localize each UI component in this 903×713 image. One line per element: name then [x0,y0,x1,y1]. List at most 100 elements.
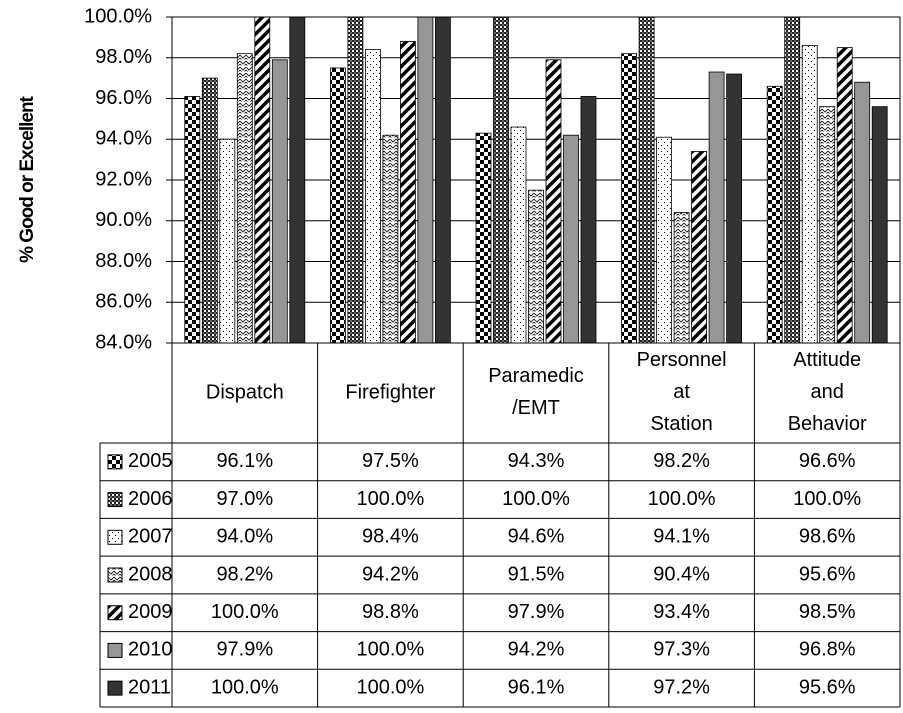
table-cell: 95.6% [799,676,856,698]
bar [219,138,236,344]
legend-swatch [107,642,123,658]
y-tick-label: 92.0% [95,168,152,190]
x-tick-label: Paramedic/EMT [488,365,584,419]
table-cell: 94.3% [508,450,565,472]
table-cell: 94.2% [362,563,419,585]
bar [691,151,707,344]
y-tick-label: 96.0% [95,87,152,109]
bar [708,71,725,344]
x-tick-label: Attitude and Behavior [788,349,867,435]
table-cell: 100.0% [211,676,279,698]
table-cell: 94.1% [653,526,710,548]
y-tick-label: 88.0% [95,250,152,272]
bar [726,73,742,344]
table-cell: 94.0% [216,526,273,548]
bar [329,67,346,344]
bar [271,59,288,344]
bar [254,16,271,344]
bar [289,16,306,344]
y-tick-label: 84.0% [95,331,152,353]
bar [580,96,597,344]
legend-label: 2010 [128,639,173,661]
legend-swatch [107,567,123,583]
legend-swatch [107,680,123,696]
bar [871,106,888,344]
y-tick-label: 86.0% [95,291,152,313]
table-cell: 97.2% [653,676,710,698]
bar [528,189,544,344]
x-tick-label: Personnel at Station [637,349,727,435]
y-tick-label: 90.0% [95,209,152,231]
bar [656,136,672,344]
legend-label: 2009 [128,601,173,623]
table-cell: 98.2% [216,563,273,585]
table-cell: 97.9% [216,639,273,661]
table-cell: 100.0% [502,488,570,510]
bar [417,16,434,344]
legend-label: 2007 [128,526,173,548]
bar [236,53,253,344]
legend-swatch [107,605,123,621]
table-cell: 97.0% [216,488,273,510]
bar [184,96,201,344]
table-cell: 98.8% [362,601,419,623]
bar [475,132,492,344]
y-tick-label: 94.0% [95,128,152,150]
bar [819,106,836,344]
bar [854,81,871,344]
table-cell: 98.6% [799,526,856,548]
bar [493,16,509,344]
legend-label: 2005 [128,450,173,472]
bar [621,53,637,344]
bar [510,126,527,344]
table-cell: 97.9% [508,601,565,623]
bar [201,77,218,344]
legend-swatch [107,454,123,470]
table-cell: 94.6% [508,526,565,548]
table-cell: 100.0% [211,601,279,623]
table-cell: 100.0% [356,488,424,510]
table-cell: 96.1% [508,676,565,698]
legend-label: 2008 [128,563,173,585]
bar [382,134,399,344]
x-tick-label: Dispatch [206,381,284,403]
bar [563,134,579,344]
table-cell: 95.6% [799,563,856,585]
bar [673,212,690,344]
table-cell: 91.5% [508,563,565,585]
bar [399,41,416,344]
table-cell: 98.5% [799,601,856,623]
table-cell: 94.2% [508,639,565,661]
bar [801,45,818,344]
bar [784,16,801,344]
table-cell: 97.3% [653,639,710,661]
table-cell: 97.5% [362,450,419,472]
bar [836,47,853,344]
legend-label: 2011 [128,676,171,698]
table-cell: 100.0% [793,488,861,510]
table-cell: 96.6% [799,450,856,472]
table-cell: 98.2% [653,450,710,472]
y-tick-label: 98.0% [95,46,152,68]
table-cell: 100.0% [356,676,424,698]
table-cell: 100.0% [648,488,716,510]
bar [638,16,655,344]
table-cell: 100.0% [356,639,424,661]
table-cell: 96.8% [799,639,856,661]
table-cell: 93.4% [653,601,710,623]
y-axis-title: % Good or Excellent [17,95,38,262]
legend-label: 2006 [128,488,173,510]
bar [766,85,783,344]
table-cell: 98.4% [362,526,419,548]
bar [347,16,364,344]
x-tick-label: Firefighter [345,381,435,403]
y-tick-label: 100.0% [84,5,152,27]
bar [545,59,562,344]
legend-swatch [107,529,123,545]
table-cell: 96.1% [216,450,273,472]
bar [364,49,381,344]
legend-swatch [107,492,123,508]
bar [434,16,451,344]
table-cell: 90.4% [653,563,710,585]
